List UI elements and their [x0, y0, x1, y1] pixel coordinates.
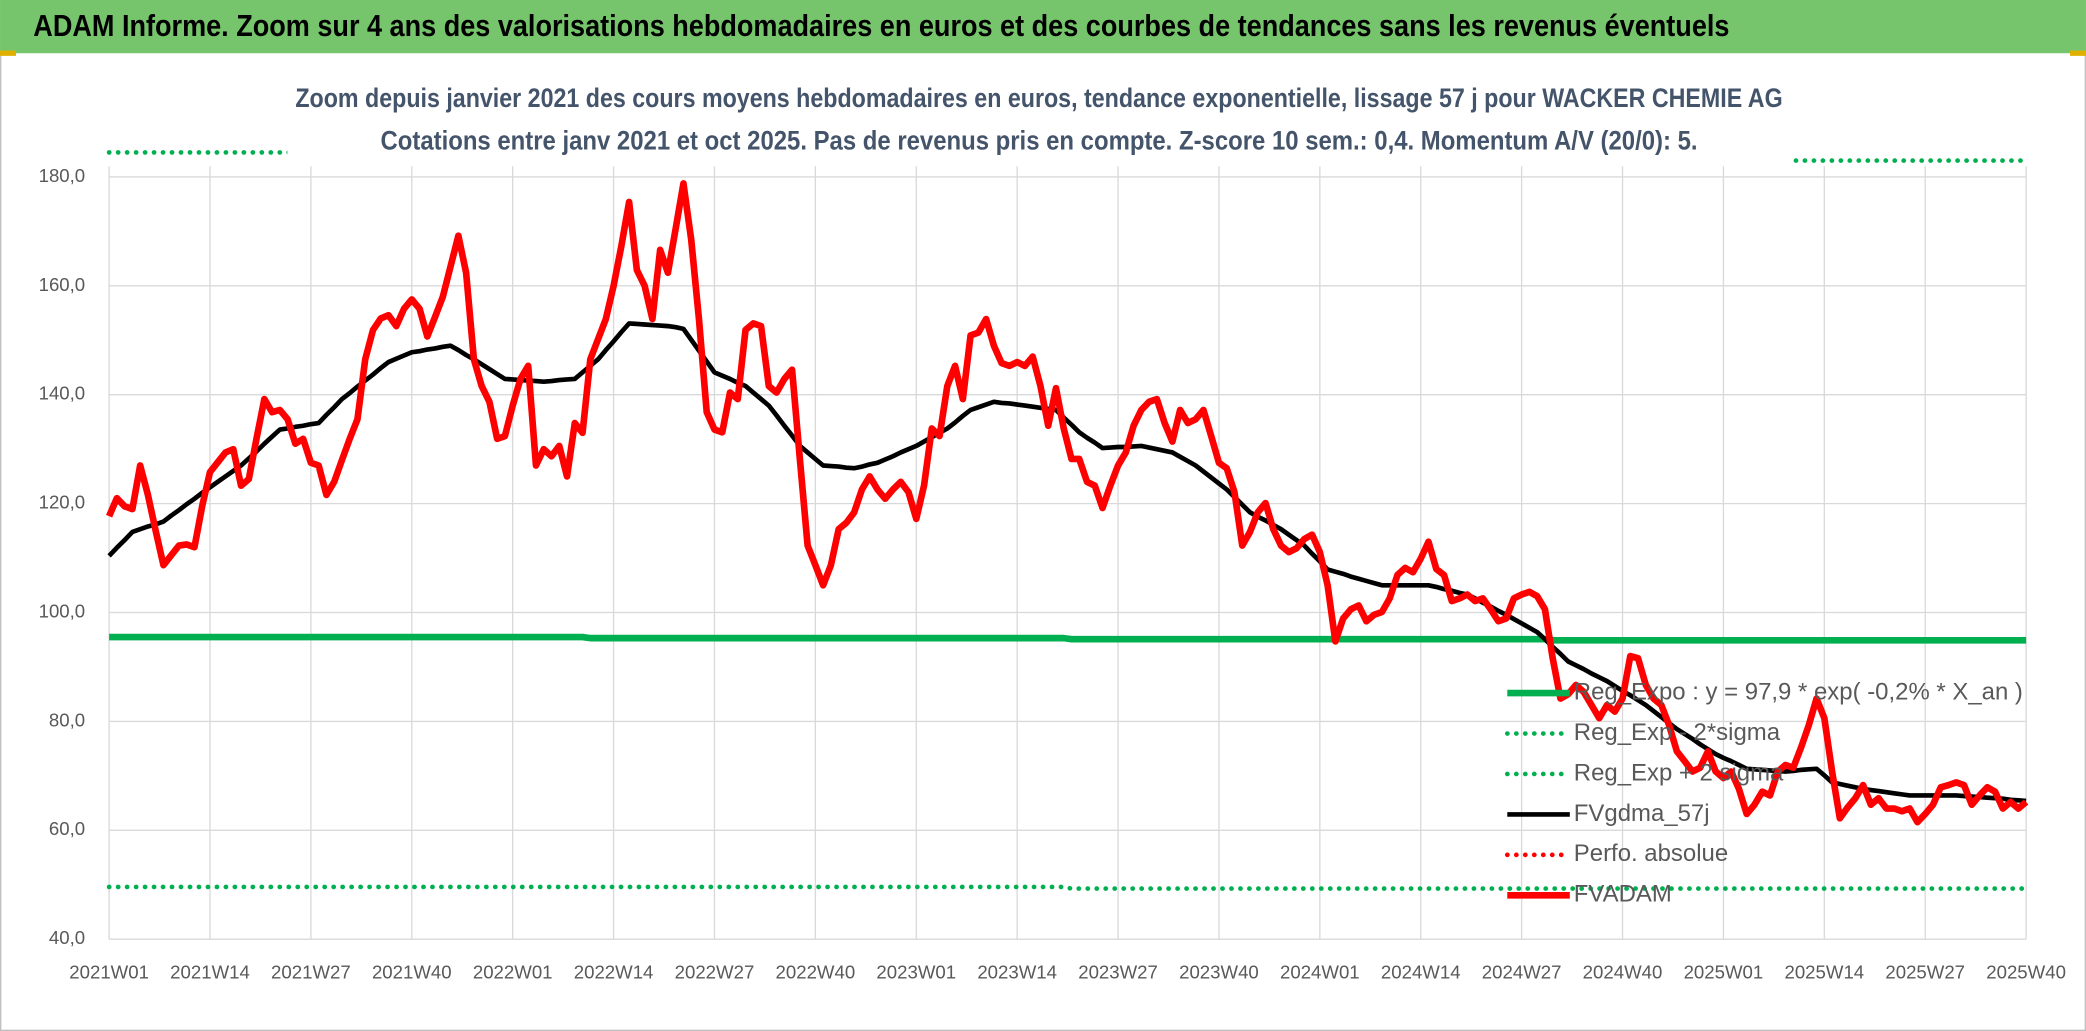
y-tick-label: 160,0 — [39, 274, 86, 295]
y-tick-label: 120,0 — [39, 492, 86, 513]
legend-label: Perfo. absolue — [1574, 840, 1728, 867]
chart-subtitle: Cotations entre janv 2021 et oct 2025. P… — [380, 125, 1697, 155]
y-tick-label: 140,0 — [39, 383, 86, 404]
y-tick-label: 180,0 — [39, 165, 86, 186]
x-tick-label: 2024W40 — [1583, 962, 1663, 983]
legend-label: Reg_Exp + 2 sigma — [1574, 759, 1784, 786]
header-title: ADAM Informe. Zoom sur 4 ans des valoris… — [33, 9, 1729, 43]
x-tick-label: 2022W14 — [574, 962, 654, 983]
y-tick-label: 60,0 — [49, 818, 85, 839]
legend-label: FVADAM — [1574, 881, 1672, 908]
legend-label: Reg_Exp - 2*sigma — [1574, 719, 1781, 746]
x-tick-label: 2021W01 — [69, 962, 149, 983]
x-tick-label: 2023W40 — [1179, 962, 1259, 983]
legend-label: Reg_Expo : y = 97,9 * exp( -0,2% * X_an … — [1574, 678, 2023, 705]
x-tick-label: 2023W14 — [977, 962, 1057, 983]
x-tick-label: 2024W01 — [1280, 962, 1360, 983]
y-tick-label: 80,0 — [49, 709, 85, 730]
x-tick-label: 2024W14 — [1381, 962, 1461, 983]
series-line — [106, 180, 2029, 826]
series-line — [109, 633, 2027, 644]
legend-label: FVgdma_57j — [1574, 800, 1710, 827]
x-tick-label: 2023W01 — [876, 962, 956, 983]
x-tick-label: 2023W27 — [1078, 962, 1158, 983]
header-bar — [0, 0, 2086, 54]
x-tick-label: 2025W01 — [1684, 962, 1764, 983]
header-accent — [0, 50, 16, 56]
x-tick-label: 2021W14 — [170, 962, 250, 983]
chart-subtitle: Zoom depuis janvier 2021 des cours moyen… — [295, 83, 1782, 113]
chart-frame — [0, 49, 2086, 1031]
legend: Reg_Expo : y = 97,9 * exp( -0,2% * X_an … — [1504, 678, 2023, 908]
series-line — [106, 884, 2029, 891]
x-tick-label: 2021W27 — [271, 962, 351, 983]
x-tick-label: 2025W40 — [1986, 962, 2066, 983]
x-tick-label: 2025W27 — [1885, 962, 1965, 983]
x-tick-label: 2022W01 — [473, 962, 553, 983]
header-accent — [2070, 50, 2086, 56]
title-box — [287, 77, 1791, 165]
x-tick-label: 2022W40 — [776, 962, 856, 983]
y-tick-label: 40,0 — [49, 927, 85, 948]
x-tick-label: 2024W27 — [1482, 962, 1562, 983]
x-tick-label: 2025W14 — [1784, 962, 1864, 983]
x-tick-label: 2022W27 — [675, 962, 755, 983]
x-tick-label: 2021W40 — [372, 962, 452, 983]
y-tick-label: 100,0 — [39, 600, 86, 621]
